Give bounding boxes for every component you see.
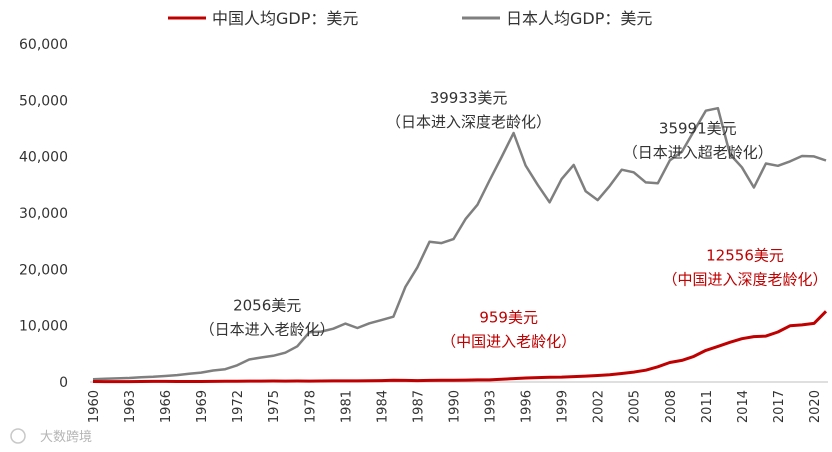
annotation-value: 2056美元 (233, 297, 301, 315)
annotations: 2056美元 （日本进入老龄化） 39933美元 （日本进入深度老龄化） 35991美元… (200, 89, 828, 351)
x-tick-label: 1960 (87, 390, 102, 423)
legend: 中国人均GDP：美元 日本人均GDP：美元 (168, 9, 652, 28)
x-tick-label: 1975 (267, 390, 282, 423)
x-tick-label: 2020 (808, 390, 823, 423)
x-tick-label: 2005 (628, 390, 643, 423)
y-tick-label: 50,000 (19, 93, 68, 109)
y-tick-label: 20,000 (19, 262, 68, 278)
legend-label-china: 中国人均GDP：美元 (212, 9, 358, 28)
annotation-note: （中国进入老龄化） (441, 333, 576, 351)
y-tick-label: 10,000 (19, 319, 68, 335)
x-tick-label: 1996 (520, 390, 535, 423)
series-line-japan (92, 106, 827, 381)
annotation: 39933美元 （日本进入深度老龄化） (386, 89, 551, 131)
annotation-note: （日本进入超老龄化） (623, 143, 773, 161)
y-tick-label: 40,000 (19, 150, 68, 166)
annotation-note: （中国进入深度老龄化） (662, 270, 827, 288)
x-axis-ticks: 1960 1963 1966 1969 1972 1975 1978 1981 1984 1987… (87, 390, 823, 423)
x-tick-label: 1999 (556, 390, 571, 423)
x-tick-label: 1966 (159, 390, 174, 423)
y-tick-label: 30,000 (19, 206, 68, 222)
annotation-note: （日本进入深度老龄化） (386, 113, 551, 131)
x-tick-label: 1972 (231, 390, 246, 423)
legend-item-china: 中国人均GDP：美元 (168, 9, 358, 28)
x-tick-label: 1987 (411, 390, 426, 423)
annotation-value: 959美元 (479, 309, 538, 327)
x-tick-label: 1993 (484, 390, 499, 423)
x-tick-label: 2002 (592, 390, 607, 423)
annotation: 2056美元 （日本进入老龄化） (200, 297, 335, 339)
x-tick-label: 1990 (447, 390, 462, 423)
x-tick-label: 1969 (195, 390, 210, 423)
annotation: 12556美元 （中国进入深度老龄化） (662, 246, 827, 288)
watermark: 大数跨境 (10, 428, 92, 445)
series-group (92, 106, 828, 384)
y-tick-label: 0 (59, 375, 68, 391)
x-tick-label: 1984 (375, 390, 390, 423)
legend-label-japan: 日本人均GDP：美元 (506, 9, 652, 28)
x-tick-label: 2017 (772, 390, 787, 423)
annotation: 959美元 （中国进入老龄化） (441, 309, 576, 351)
y-tick-label: 60,000 (19, 37, 68, 53)
legend-item-japan: 日本人均GDP：美元 (462, 9, 652, 28)
watermark-text: 大数跨境 (40, 430, 92, 445)
series-line-china (92, 310, 828, 384)
x-tick-label: 1963 (123, 390, 138, 423)
x-tick-label: 1978 (303, 390, 318, 423)
x-tick-label: 2011 (700, 390, 715, 423)
x-tick-label: 2014 (736, 390, 751, 423)
annotation-value: 35991美元 (659, 119, 737, 137)
annotation: 35991美元 （日本进入超老龄化） (623, 119, 773, 161)
annotation-note: （日本进入老龄化） (200, 321, 335, 339)
x-tick-label: 1981 (339, 390, 354, 423)
watermark-logo-icon (10, 428, 26, 444)
annotation-value: 12556美元 (706, 246, 784, 264)
y-axis-ticks: 0 10,000 20,000 30,000 40,000 50,000 60,000 (19, 37, 68, 391)
x-tick-label: 2008 (664, 390, 679, 423)
annotation-value: 39933美元 (430, 89, 508, 107)
